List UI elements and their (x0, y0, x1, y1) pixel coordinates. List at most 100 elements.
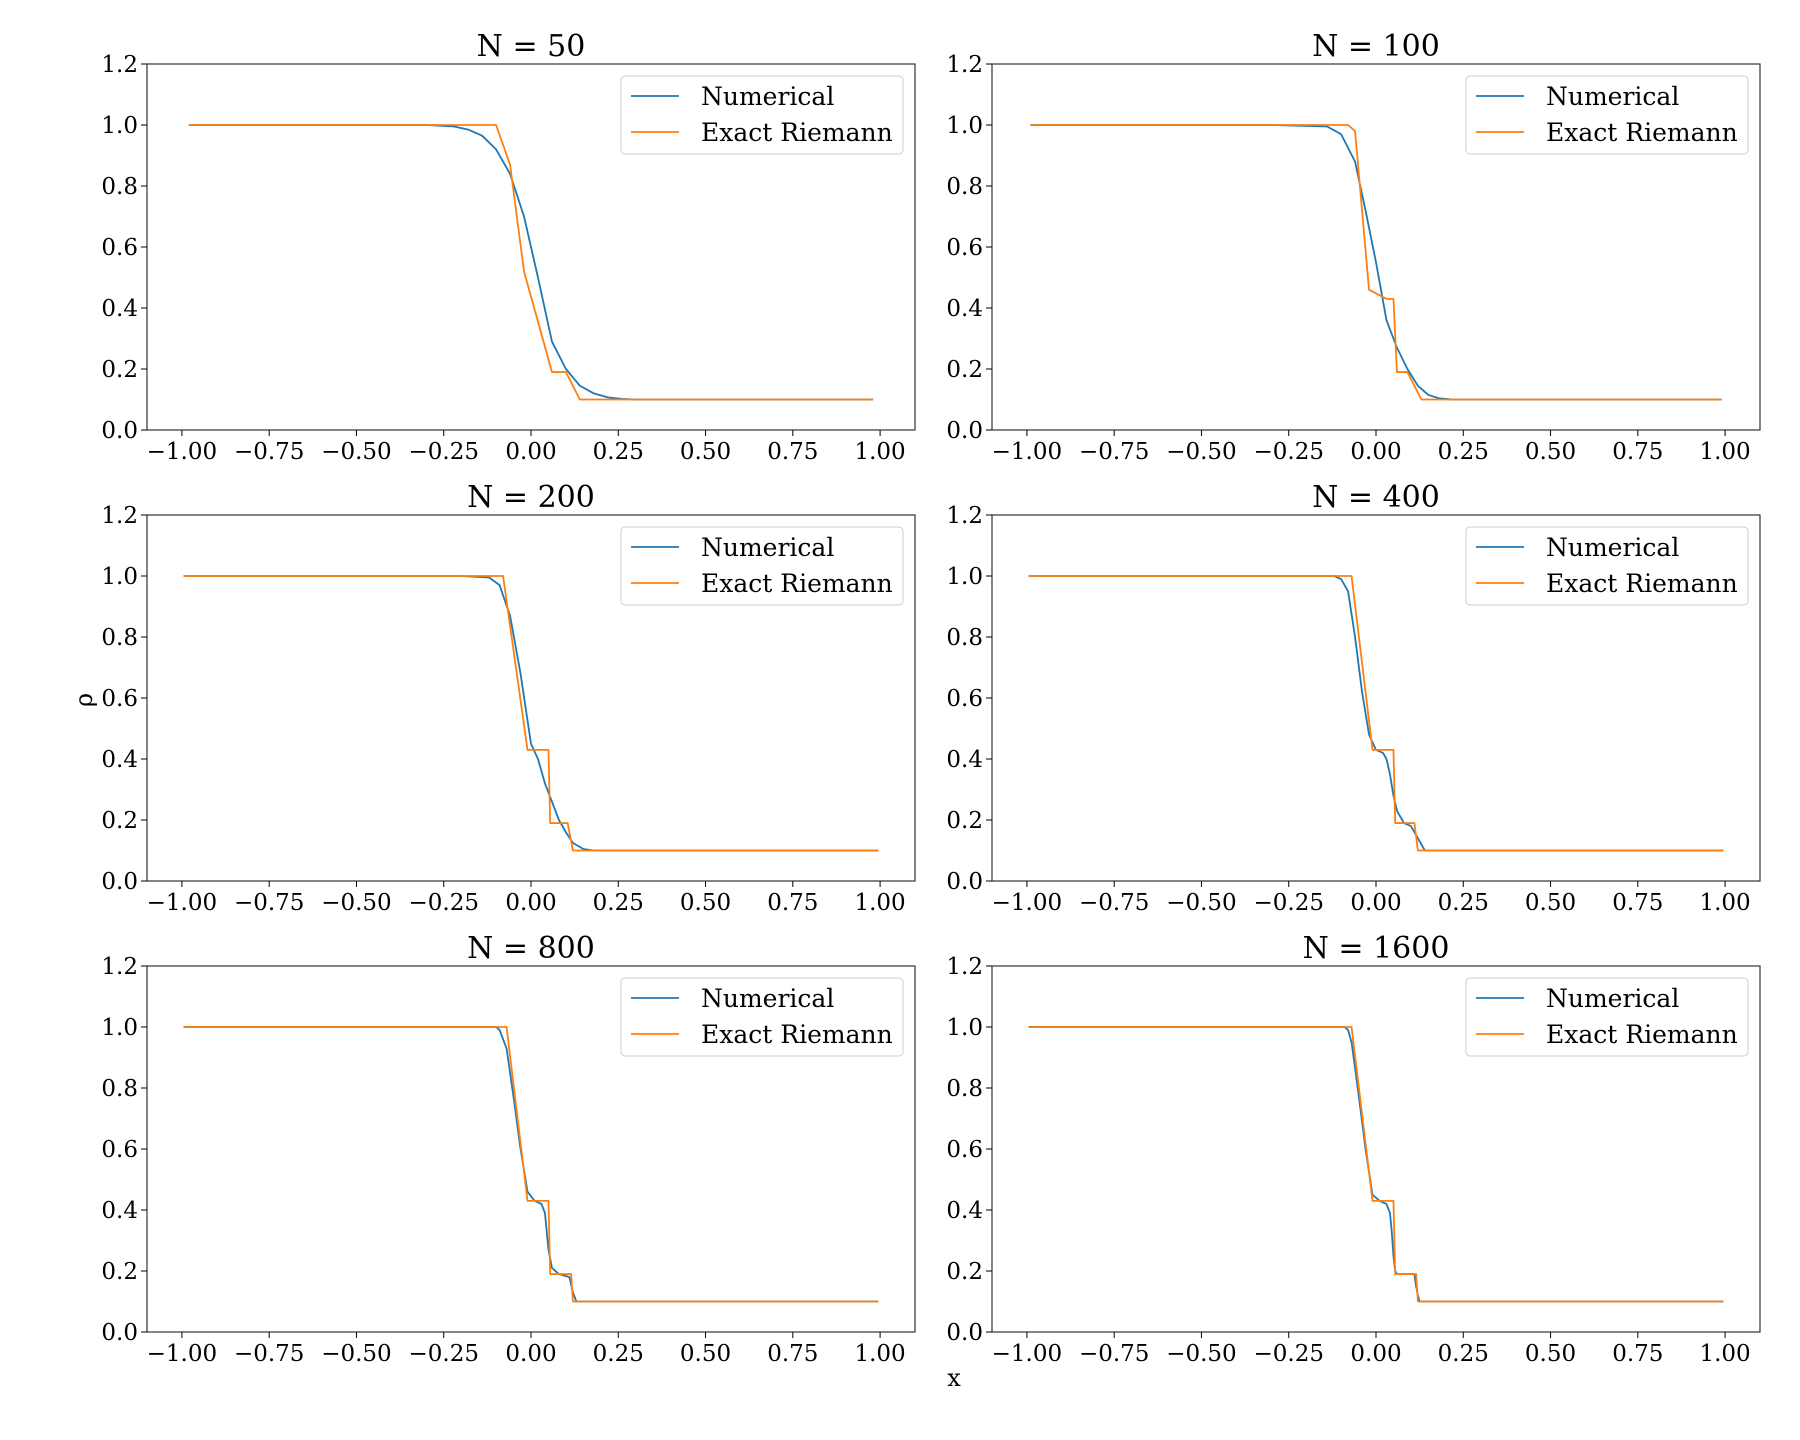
y-tick-label: 0.0 (101, 869, 138, 895)
x-tick-label: −0.50 (321, 1341, 391, 1367)
y-tick-label: 0.0 (101, 418, 138, 444)
series-line-exact-riemann (188, 124, 874, 401)
y-axis: 0.0 0.2 0.4 0.6 0.8 1.0 1.2 (946, 503, 992, 895)
legend: Numerical Exact Riemann (1465, 75, 1749, 155)
y-tick-label: 1.0 (946, 113, 983, 139)
x-tick-label: 0.50 (1525, 439, 1576, 465)
y-tick-label: 1.2 (101, 52, 138, 78)
legend-box (620, 977, 904, 1057)
y-tick-label: 1.0 (101, 1015, 138, 1041)
y-tick-label: 0.4 (946, 747, 983, 773)
x-tick-label: 0.50 (680, 439, 731, 465)
y-tick-label: 0.0 (946, 1320, 983, 1346)
x-tick-label: −1.00 (147, 890, 217, 916)
legend: Numerical Exact Riemann (1465, 977, 1749, 1057)
series-line-numerical (183, 575, 879, 852)
subplot-title: N = 800 (467, 931, 595, 966)
x-tick-label: 0.25 (1438, 439, 1489, 465)
y-tick-label: 0.2 (101, 808, 138, 834)
x-tick-label: 1.00 (1699, 439, 1750, 465)
legend-label-exact-riemann: Exact Riemann (701, 118, 893, 147)
y-tick-label: 0.6 (946, 686, 983, 712)
x-tick-label: 0.75 (767, 439, 818, 465)
plot-lines (188, 124, 874, 401)
y-tick-label: 0.4 (101, 296, 138, 322)
legend-label-numerical: Numerical (701, 533, 834, 562)
x-axis: −1.00 −0.75 −0.50 −0.25 0.00 0.25 0.50 0.75 1.00 (147, 430, 906, 465)
x-tick-label: 0.00 (505, 890, 556, 916)
legend: Numerical Exact Riemann (620, 75, 904, 155)
x-tick-label: −1.00 (992, 1341, 1062, 1367)
legend-label-numerical: Numerical (701, 984, 834, 1013)
plot-lines (183, 575, 879, 852)
subplot-2: N = 100 −1.00 −0.75 −0.50 −0.25 0.00 0.25 0.50 0… (946, 29, 1761, 465)
x-tick-label: 0.25 (1438, 1341, 1489, 1367)
y-axis: 0.0 0.2 0.4 0.6 0.8 1.0 1.2 (946, 52, 992, 444)
plot-lines (1030, 124, 1722, 401)
legend-box (1465, 526, 1749, 606)
plot-lines (1028, 575, 1724, 852)
x-axis: −1.00 −0.75 −0.50 −0.25 0.00 0.25 0.50 0.75 1.00 (147, 881, 906, 916)
subplot-6: N = 1600 −1.00 −0.75 −0.50 −0.25 0.00 0.25 0.50… (946, 931, 1761, 1367)
subplot-title: N = 50 (477, 29, 586, 64)
x-tick-label: −0.50 (321, 890, 391, 916)
x-tick-label: 0.25 (593, 890, 644, 916)
legend-label-numerical: Numerical (1546, 82, 1679, 111)
x-tick-label: 0.50 (1525, 1341, 1576, 1367)
x-tick-label: −1.00 (992, 439, 1062, 465)
x-tick-label: 0.50 (680, 890, 731, 916)
x-tick-label: 0.25 (1438, 890, 1489, 916)
y-tick-label: 0.8 (101, 1076, 138, 1102)
legend: Numerical Exact Riemann (620, 977, 904, 1057)
y-tick-label: 0.2 (946, 357, 983, 383)
x-tick-label: −0.25 (1253, 890, 1323, 916)
y-tick-label: 0.6 (101, 235, 138, 261)
x-tick-label: 1.00 (1699, 890, 1750, 916)
x-tick-label: −0.75 (1079, 1341, 1149, 1367)
x-tick-label: 1.00 (854, 890, 905, 916)
y-tick-label: 0.8 (946, 1076, 983, 1102)
y-tick-label: 1.0 (101, 113, 138, 139)
y-tick-label: 0.6 (101, 1137, 138, 1163)
x-tick-label: −0.25 (1253, 439, 1323, 465)
y-tick-label: 0.2 (946, 808, 983, 834)
legend-box (620, 75, 904, 155)
series-line-exact-riemann (183, 575, 879, 852)
x-tick-label: 0.00 (505, 439, 556, 465)
legend-box (1465, 977, 1749, 1057)
legend: Numerical Exact Riemann (1465, 526, 1749, 606)
legend-box (620, 526, 904, 606)
x-tick-label: −0.50 (1166, 1341, 1236, 1367)
y-tick-label: 0.2 (101, 357, 138, 383)
y-tick-label: 0.8 (101, 174, 138, 200)
x-tick-label: 0.75 (767, 1341, 818, 1367)
x-tick-label: −0.75 (234, 1341, 304, 1367)
y-tick-label: 0.4 (101, 1198, 138, 1224)
y-tick-label: 1.2 (946, 503, 983, 529)
x-tick-label: 1.00 (1699, 1341, 1750, 1367)
plot-lines (183, 1026, 879, 1303)
y-tick-label: 0.2 (101, 1259, 138, 1285)
x-tick-label: 0.75 (1612, 1341, 1663, 1367)
series-line-exact-riemann (1030, 124, 1722, 401)
y-tick-label: 0.8 (946, 625, 983, 651)
y-axis: 0.0 0.2 0.4 0.6 0.8 1.0 1.2 (101, 954, 147, 1346)
subplot-title: N = 1600 (1303, 931, 1450, 966)
figure-ylabel: ρ (70, 693, 98, 707)
subplot-title: N = 400 (1312, 480, 1440, 515)
x-tick-label: 1.00 (854, 439, 905, 465)
legend-label-exact-riemann: Exact Riemann (701, 1020, 893, 1049)
x-tick-label: 0.00 (1350, 439, 1401, 465)
series-line-exact-riemann (1028, 1026, 1724, 1303)
x-tick-label: 0.00 (1350, 1341, 1401, 1367)
legend-label-numerical: Numerical (1546, 533, 1679, 562)
x-axis: −1.00 −0.75 −0.50 −0.25 0.00 0.25 0.50 0.75 1.00 (992, 430, 1751, 465)
legend-label-numerical: Numerical (1546, 984, 1679, 1013)
subplot-grid: N = 50 −1.00 −0.75 −0.50 −0.25 0.00 0.25 0.50 0.… (101, 29, 1761, 1367)
x-tick-label: 0.00 (505, 1341, 556, 1367)
legend-label-exact-riemann: Exact Riemann (1546, 118, 1738, 147)
y-axis: 0.0 0.2 0.4 0.6 0.8 1.0 1.2 (101, 52, 147, 444)
y-tick-label: 0.8 (101, 625, 138, 651)
y-tick-label: 0.0 (101, 1320, 138, 1346)
